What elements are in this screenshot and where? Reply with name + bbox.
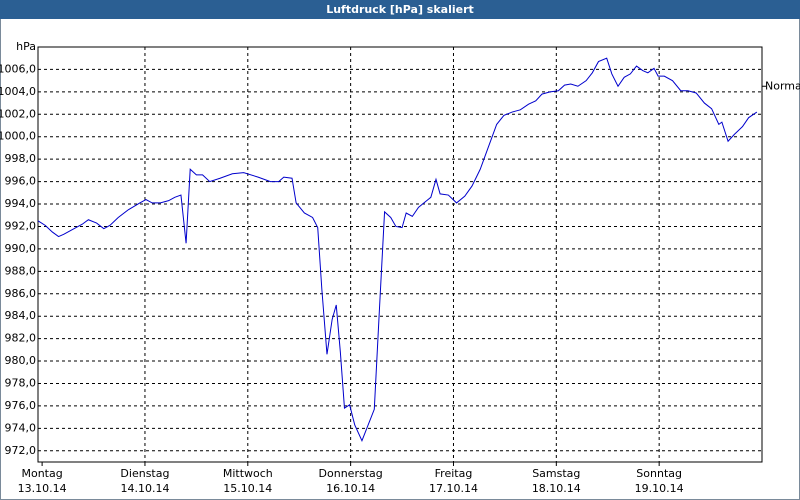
y-tick-label: 974,0: [5, 421, 37, 434]
x-tick-label: Samstag: [532, 467, 580, 480]
x-tick-label: Mittwoch: [223, 467, 273, 480]
y-tick-label: 1006,0: [0, 62, 36, 75]
x-tick-label: 14.10.14: [120, 482, 169, 495]
title-bar: [0, 0, 800, 19]
normal-label: Normal: [765, 79, 800, 92]
x-tick-label: 17.10.14: [429, 482, 478, 495]
y-tick-label: 996,0: [5, 175, 37, 188]
y-tick-label: 980,0: [5, 354, 37, 367]
x-tick-label: 19.10.14: [635, 482, 684, 495]
y-tick-label: 982,0: [5, 332, 37, 345]
y-tick-label: 994,0: [5, 197, 37, 210]
y-tick-label: 1004,0: [0, 85, 36, 98]
y-tick-label: 1000,0: [0, 130, 36, 143]
y-tick-label: 976,0: [5, 399, 37, 412]
plot-area: [37, 46, 763, 463]
y-axis-label: hPa: [16, 40, 36, 53]
y-tick-label: 972,0: [5, 444, 37, 457]
x-tick-label: Dienstag: [120, 467, 169, 480]
x-tick-label: 13.10.14: [18, 482, 67, 495]
x-tick-label: 18.10.14: [532, 482, 581, 495]
plot: [37, 57, 758, 442]
x-tick-label: 15.10.14: [223, 482, 272, 495]
grid: [37, 46, 763, 466]
y-tick-label: 986,0: [5, 287, 37, 300]
x-tick-label: Sonntag: [636, 467, 682, 480]
y-tick-label: 1002,0: [0, 107, 36, 120]
x-tick-label: 16.10.14: [326, 482, 375, 495]
y-tick-label: 984,0: [5, 309, 37, 322]
y-tick-label: 978,0: [5, 376, 37, 389]
x-tick-label: Donnerstag: [319, 467, 383, 480]
x-tick-label: Freitag: [435, 467, 473, 480]
y-tick-label: 988,0: [5, 264, 37, 277]
y-tick-label: 990,0: [5, 242, 37, 255]
y-tick-label: 998,0: [5, 152, 37, 165]
chart-title: Luftdruck [hPa] skaliert: [326, 3, 474, 16]
pressure-line: [37, 57, 758, 442]
x-tick-label: Montag: [21, 467, 62, 480]
y-tick-label: 992,0: [5, 219, 37, 232]
